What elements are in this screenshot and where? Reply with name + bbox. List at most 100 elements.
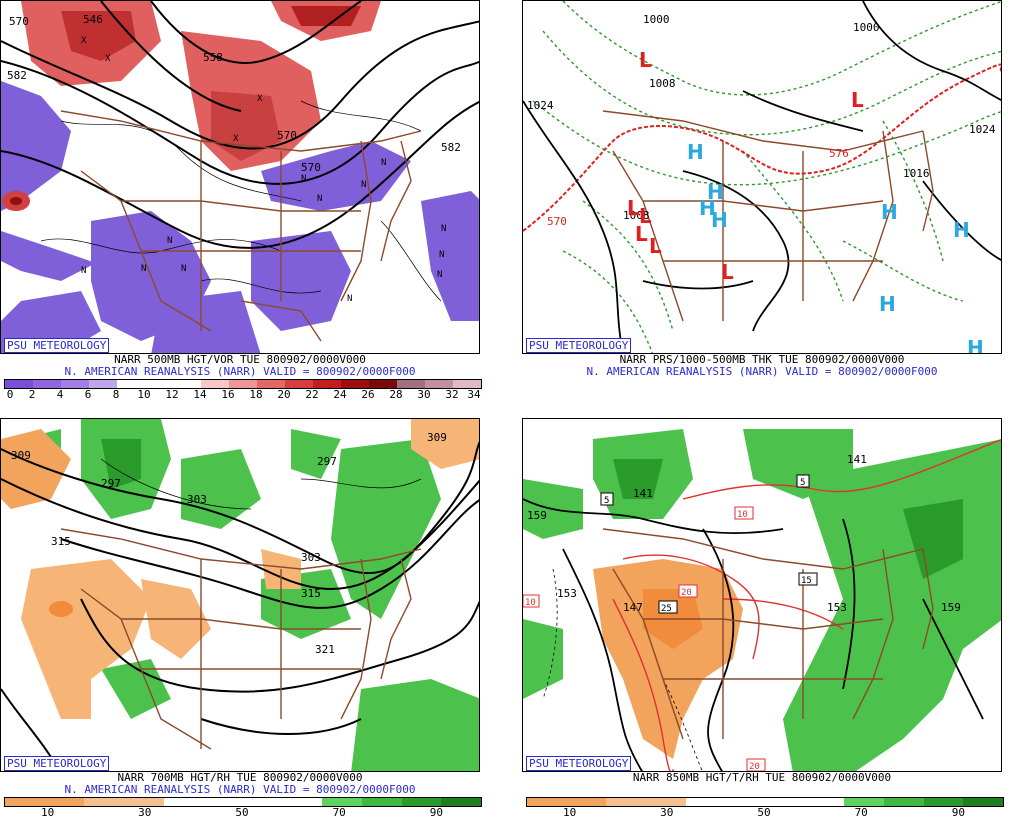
contour-label: 582 [441, 141, 461, 154]
colorbar-swatch [89, 380, 117, 388]
height-label: 153 [557, 587, 577, 600]
colorbar-swatch [361, 798, 402, 806]
colorbar-swatch [257, 380, 285, 388]
colorbar-tick-label: 30 [138, 806, 152, 819]
colorbar-swatch [369, 380, 397, 388]
colorbar-swatch [285, 380, 313, 388]
temperature-box-label: 10 [737, 510, 748, 520]
colorbar-swatch [527, 798, 567, 806]
height-label: 159 [941, 601, 961, 614]
colorbar-tick-label: 24 [333, 388, 347, 401]
temperature-box-label: 5 [800, 478, 805, 488]
high-pressure-symbol: H [953, 218, 970, 242]
colorbar-swatch [33, 380, 61, 388]
svg-text:N: N [347, 294, 352, 304]
colorbar-swatch [401, 798, 442, 806]
colorbar-tick-label: 8 [112, 388, 120, 401]
colorbar-swatch [201, 380, 229, 388]
contour-label: 570 [277, 129, 297, 142]
map-700mb-graphic: 309 297 303 297 303 315 309 315 321 [1, 419, 479, 771]
height-label: 153 [827, 601, 847, 614]
colorbar-swatch [313, 380, 341, 388]
high-pressure-symbol: H [699, 196, 716, 220]
colorbar-tick-label: 90 [429, 806, 444, 819]
svg-text:N: N [317, 194, 322, 204]
panel-subcaption: N. AMERICAN REANALYSIS (NARR) VALID = 80… [64, 783, 416, 796]
map-700mb: 309 297 303 297 303 315 309 315 321 [0, 418, 480, 772]
colorbar-tick-label: 32 [445, 388, 459, 401]
colorbar-swatch [5, 798, 45, 806]
colorbar-tick-label: 10 [40, 806, 55, 819]
colorbar-tick-label: 28 [389, 388, 403, 401]
colorbar-swatch [322, 798, 362, 806]
contour-label: 582 [7, 69, 27, 82]
colorbar-swatch [61, 380, 89, 388]
height-label: 297 [317, 455, 337, 468]
psu-meteorology-badge: PSU METEOROLOGY [526, 756, 632, 771]
vorticity-colorbar-ticks: 0 2 4 6 8 10 12 14 16 18 20 22 24 26 28 30 32 34 [4, 388, 481, 401]
svg-text:X: X [257, 94, 263, 104]
temperature-box-label: 20 [681, 588, 692, 598]
low-pressure-symbol: L [627, 196, 640, 220]
isobar-label: 1000 [853, 21, 880, 34]
high-pressure-symbol: H [687, 140, 704, 164]
contour-label: 570 [301, 161, 321, 174]
colorbar-swatch [566, 798, 607, 806]
height-label: 141 [847, 453, 867, 466]
colorbar-tick-label: 12 [165, 388, 179, 401]
low-pressure-symbol: L [851, 88, 864, 112]
map-850mb-graphic: 159 141 153 147 153 159 141 5 5 10 10 15 [523, 429, 1001, 771]
colorbar-tick-label: 90 [951, 806, 966, 819]
colorbar-swatch [645, 798, 686, 806]
colorbar-tick-label: 0 [6, 388, 14, 401]
rh-colorbar-ticks: 10 30 50 70 90 [4, 807, 480, 819]
temperature-box-label: 10 [525, 598, 536, 608]
height-label: 147 [623, 601, 643, 614]
map-500mb-graphic: 570 546 558 582 570 570 582 N N N N N N … [1, 1, 479, 353]
svg-text:N: N [301, 174, 306, 184]
height-label: 297 [101, 477, 121, 490]
colorbar-tick-label: 22 [305, 388, 319, 401]
height-label: 315 [301, 587, 321, 600]
colorbar-swatch [923, 798, 964, 806]
contour-label: 570 [9, 15, 29, 28]
colorbar-swatch [203, 798, 243, 806]
height-label: 315 [51, 535, 71, 548]
low-pressure-symbol: L [721, 260, 734, 284]
colorbar-tick-label: 26 [361, 388, 375, 401]
colorbar-tick-label: 18 [249, 388, 263, 401]
height-label: 309 [427, 431, 447, 444]
colorbar-tick-label: 10 [562, 806, 577, 819]
svg-text:N: N [441, 224, 446, 234]
panel-subcaption: N. AMERICAN REANALYSIS (NARR) VALID = 80… [586, 365, 938, 378]
contour-label: 558 [203, 51, 223, 64]
colorbar-swatch [44, 798, 85, 806]
svg-text:N: N [141, 264, 146, 274]
low-pressure-symbol: L [649, 234, 662, 258]
colorbar-swatch [123, 798, 164, 806]
high-pressure-symbol: H [967, 336, 984, 354]
colorbar-tick-label: 70 [332, 806, 346, 819]
svg-text:X: X [105, 54, 111, 64]
colorbar-tick-label: 16 [221, 388, 235, 401]
rh-colorbar [4, 797, 482, 807]
colorbar-swatch [242, 798, 283, 806]
vorticity-colorbar [4, 379, 482, 389]
colorbar-swatch [606, 798, 646, 806]
psu-meteorology-badge: PSU METEOROLOGY [4, 756, 110, 771]
thickness-label: 576 [829, 147, 849, 160]
panel-caption: NARR PRS/1000-500MB THK TUE 800902/0000V… [619, 353, 905, 366]
colorbar-tick-label: 50 [757, 806, 771, 819]
colorbar-swatch [425, 380, 453, 388]
colorbar-swatch [453, 380, 481, 388]
isobar-label: 1000 [643, 13, 670, 26]
panel-caption: NARR 700MB HGT/RH TUE 800902/0000V000 [117, 771, 363, 784]
colorbar-swatch [725, 798, 765, 806]
temperature-box-label: 25 [661, 604, 672, 614]
svg-text:N: N [439, 250, 444, 260]
map-850mb: 159 141 153 147 153 159 141 5 5 10 10 15 [522, 418, 1002, 772]
svg-text:N: N [381, 158, 386, 168]
panel-caption: NARR 500MB HGT/VOR TUE 800902/0000V000 [114, 353, 366, 366]
colorbar-swatch [341, 380, 369, 388]
height-label: 303 [187, 493, 207, 506]
